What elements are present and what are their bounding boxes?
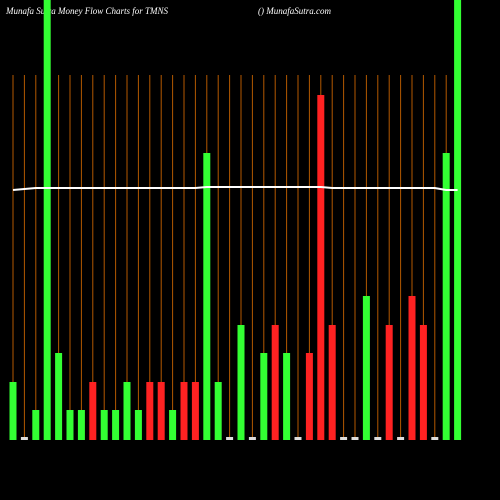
- bar: [100, 410, 108, 440]
- bar: [55, 353, 63, 440]
- bar: [66, 410, 74, 440]
- bar: [214, 382, 222, 440]
- bar: [351, 437, 359, 440]
- bar: [226, 437, 234, 440]
- bar: [431, 437, 439, 440]
- bar: [271, 325, 279, 440]
- bar: [317, 95, 325, 440]
- bar: [20, 437, 28, 440]
- bar: [374, 437, 382, 440]
- bar: [157, 382, 165, 440]
- chart-subtitle: () MunafaSutra.com: [258, 6, 331, 16]
- bar: [77, 410, 85, 440]
- line-series: [12, 186, 458, 191]
- bar: [305, 353, 313, 440]
- bar: [340, 437, 348, 440]
- bar: [180, 382, 188, 440]
- bar: [283, 353, 291, 440]
- bar: [419, 325, 427, 440]
- bar: [203, 153, 211, 440]
- bar: [112, 410, 120, 440]
- bar: [89, 382, 97, 440]
- bar: [123, 382, 131, 440]
- bar: [32, 410, 40, 440]
- bar: [237, 325, 245, 440]
- bar: [454, 0, 462, 440]
- bar: [328, 325, 336, 440]
- bar: [442, 153, 450, 440]
- bar: [397, 437, 405, 440]
- bar: [9, 382, 17, 440]
- bar: [362, 296, 370, 440]
- bar: [134, 410, 142, 440]
- bar: [146, 382, 154, 440]
- bar: [294, 437, 302, 440]
- bar: [408, 296, 416, 440]
- bar: [385, 325, 393, 440]
- chart-title: Munafa Sutra Money Flow Charts for TMNS: [5, 6, 169, 16]
- bar: [248, 437, 256, 440]
- bar: [191, 382, 199, 440]
- bar: [169, 410, 177, 440]
- bar: [260, 353, 268, 440]
- bar: [43, 0, 51, 440]
